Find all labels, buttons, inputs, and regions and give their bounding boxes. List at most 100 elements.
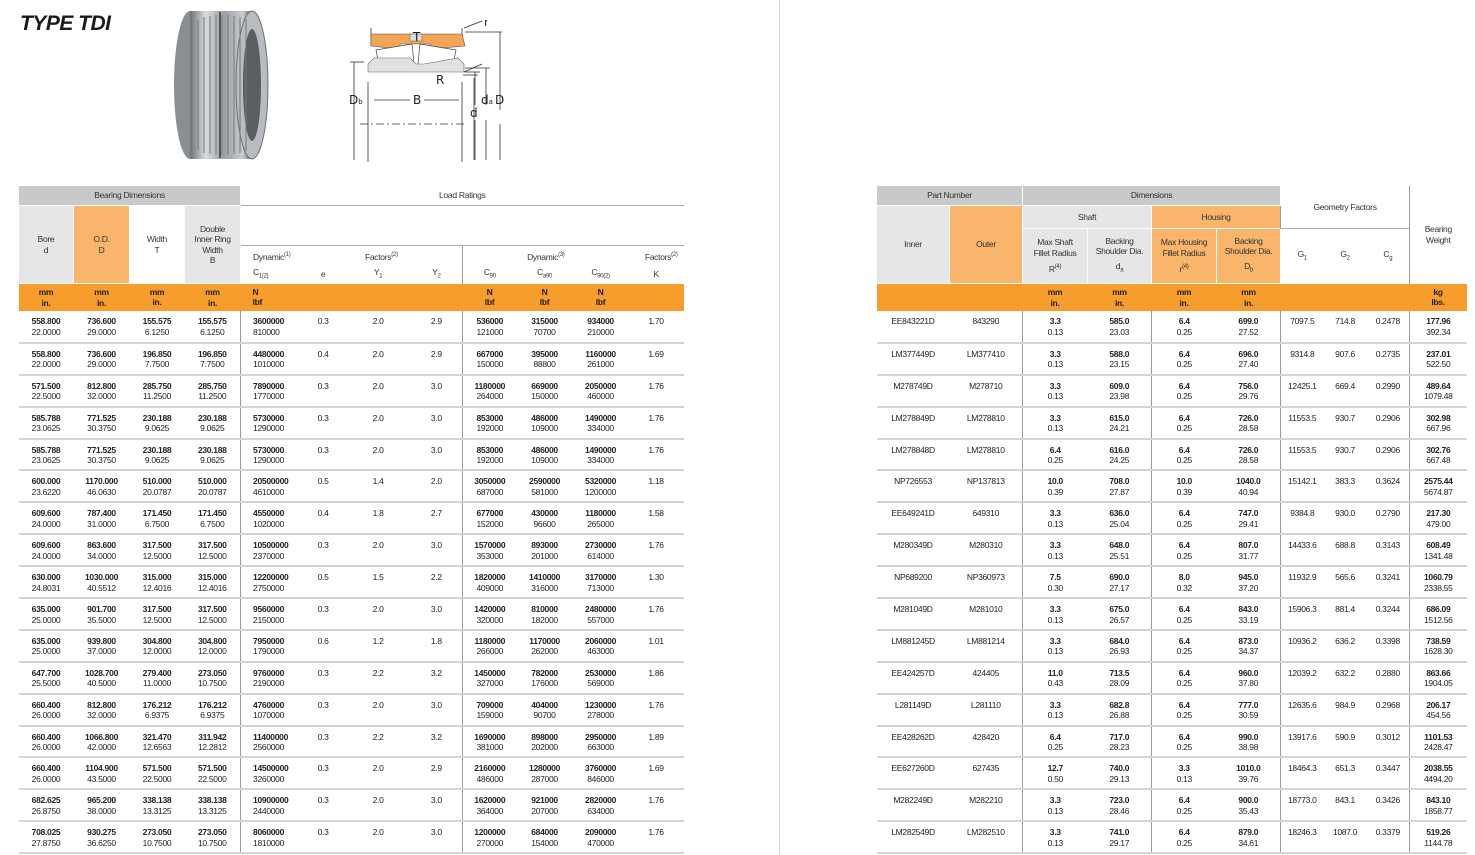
cell-ca90: 782000 176000	[516, 661, 573, 695]
cell-od: 771.525 30.3750	[73, 406, 130, 440]
cell-g2: 1087.0	[1323, 821, 1367, 855]
cell-y1: 2.0	[345, 311, 411, 344]
cell-y1: 2.0	[345, 693, 411, 727]
cell-g2: 669.4	[1323, 374, 1367, 408]
cell-od: 812.800 32.0000	[73, 693, 130, 727]
cell-inner: EE428262D	[876, 725, 950, 759]
cell-cg: 0.2990	[1366, 374, 1410, 408]
cell-c90: 709000 159000	[462, 693, 517, 727]
cell-cg: 0.2478	[1366, 311, 1410, 344]
cell-cg: 0.2790	[1366, 502, 1410, 536]
cell-c1: 4480000 1010000	[240, 342, 301, 376]
cell-shaft-shoulder-dia: 585.0 23.03	[1087, 311, 1152, 344]
cell-od: 812.800 32.0000	[73, 374, 130, 408]
col-double-inner-ring-width: Double Inner Ring Width B	[183, 205, 242, 284]
cell-outer: 627435	[949, 757, 1023, 791]
cell-g1: 12425.1	[1280, 374, 1324, 408]
cell-od: 1170.000 46.0630	[73, 470, 130, 504]
cell-housing-shoulder-dia: 1010.0 39.76	[1216, 757, 1281, 791]
cell-housing-fillet-radius: 6.4 0.25	[1151, 725, 1217, 759]
cell-e: 0.3	[300, 693, 346, 727]
cell-weight: 608.49 1341.48	[1409, 534, 1467, 568]
cell-c90-2: 2730000 614000	[572, 534, 629, 568]
cell-housing-fillet-radius: 6.4 0.25	[1151, 598, 1217, 631]
cell-y1: 2.2	[345, 725, 411, 759]
cell-ca90: 898000 202000	[516, 725, 573, 759]
cell-inner: M281049D	[876, 598, 950, 631]
cell-width: 315.000 12.4016	[129, 566, 185, 600]
cell-k: 1.76	[628, 821, 684, 855]
diagram-label-da: da	[481, 93, 493, 107]
cell-k: 1.76	[628, 598, 684, 631]
cell-c90: 667000 150000	[462, 342, 517, 376]
cell-width: 317.500 12.5000	[129, 534, 185, 568]
cell-shaft-fillet-radius: 3.3 0.13	[1022, 821, 1088, 855]
cell-housing-fillet-radius: 6.4 0.25	[1151, 661, 1217, 695]
cell-weight: 302.76 667.48	[1409, 438, 1467, 472]
cell-od: 771.525 30.3750	[73, 438, 130, 472]
cell-e: 0.3	[300, 757, 346, 791]
cell-g1: 11553.5	[1280, 406, 1324, 440]
table-row: LM377449D LM377410 3.3 0.13 588.0 23.15 6.4 0.2…	[876, 342, 1467, 376]
table-row: 660.400 26.0000 1104.900 43.5000 571.500 22.5…	[18, 757, 684, 791]
cell-g1: 18464.3	[1280, 757, 1324, 791]
cell-housing-fillet-radius: 6.4 0.25	[1151, 821, 1217, 855]
cell-housing-fillet-radius: 6.4 0.25	[1151, 311, 1217, 344]
col-outer: Outer	[948, 205, 1024, 284]
cell-e: 0.3	[300, 534, 346, 568]
cell-ca90: 486000 109000	[516, 438, 573, 472]
cell-ca90: 921000 207000	[516, 789, 573, 823]
cell-od: 736.600 29.0000	[73, 342, 130, 376]
cell-e: 0.3	[300, 821, 346, 855]
cell-shaft-shoulder-dia: 615.0 24.21	[1087, 406, 1152, 440]
cell-y2: 2.9	[410, 311, 463, 344]
cell-housing-fillet-radius: 6.4 0.25	[1151, 342, 1217, 376]
cell-width: 321.470 12.6563	[129, 725, 185, 759]
cell-double-width: 315.000 12.4016	[184, 566, 241, 600]
cell-housing-shoulder-dia: 990.0 38.98	[1216, 725, 1281, 759]
cell-housing-shoulder-dia: 1040.0 40.94	[1216, 470, 1281, 504]
cell-g2: 930.7	[1323, 438, 1367, 472]
cell-g1: 7097.5	[1280, 311, 1324, 344]
cell-shaft-fillet-radius: 12.7 0.50	[1022, 757, 1088, 791]
cell-width: 338.138 13.3125	[129, 789, 185, 823]
cell-c90: 1450000 327000	[462, 661, 517, 695]
cell-k: 1.86	[628, 661, 684, 695]
cell-housing-fillet-radius: 10.0 0.39	[1151, 470, 1217, 504]
cell-bore: 635.000 25.0000	[18, 629, 74, 663]
cell-housing-shoulder-dia: 696.0 27.40	[1216, 342, 1281, 376]
cell-c90-2: 3170000 713000	[572, 566, 629, 600]
table-row: 571.500 22.5000 812.800 32.0000 285.750 11.25…	[18, 374, 684, 408]
cell-k: 1.18	[628, 470, 684, 504]
cell-c90-2: 2820000 634000	[572, 789, 629, 823]
cell-width: 230.188 9.0625	[129, 406, 185, 440]
table-row: 635.000 25.0000 901.700 35.5000 317.500 12.50…	[18, 598, 684, 631]
cell-bore: 558.800 22.0000	[18, 342, 74, 376]
table-row: EE649241D 649310 3.3 0.13 636.0 25.04 6.4 0.25 7…	[876, 502, 1467, 536]
page-title: TYPE TDI	[20, 12, 111, 35]
cell-double-width: 304.800 12.0000	[184, 629, 241, 663]
col-cg: Cg	[1383, 248, 1393, 262]
cell-y2: 3.2	[410, 661, 463, 695]
cell-e: 0.3	[300, 789, 346, 823]
cell-shaft-shoulder-dia: 636.0 25.04	[1087, 502, 1152, 536]
header-k: K	[653, 269, 659, 280]
cell-bore: 630.000 24.8031	[18, 566, 74, 600]
cell-inner: LM377449D	[876, 342, 950, 376]
cell-g2: 881.4	[1323, 598, 1367, 631]
cell-housing-fillet-radius: 6.4 0.25	[1151, 534, 1217, 568]
cell-shaft-shoulder-dia: 723.0 28.46	[1087, 789, 1152, 823]
table-row: LM278849D LM278810 3.3 0.13 615.0 24.21 6.4 0.2…	[876, 406, 1467, 440]
cell-double-width: 176.212 6.9375	[184, 693, 241, 727]
cell-c1: 4550000 1020000	[240, 502, 301, 536]
cell-housing-fillet-radius: 8.0 0.32	[1151, 566, 1217, 600]
cell-bore: 558.800 22.0000	[18, 311, 74, 344]
units-row: mm in. mm in. mm in. mm in. kg lbs.	[876, 283, 1467, 311]
cell-double-width: 338.138 13.3125	[184, 789, 241, 823]
cell-weight: 302.98 667.96	[1409, 406, 1467, 440]
cell-c1: 3600000 810000	[240, 311, 301, 344]
table-row: LM881245D LM881214 3.3 0.13 684.0 26.93 6.4 0.2…	[876, 629, 1467, 663]
header-y2: Y2	[432, 266, 441, 280]
cell-c90: 1820000 409000	[462, 566, 517, 600]
header-c1: C1(2)	[240, 265, 301, 284]
